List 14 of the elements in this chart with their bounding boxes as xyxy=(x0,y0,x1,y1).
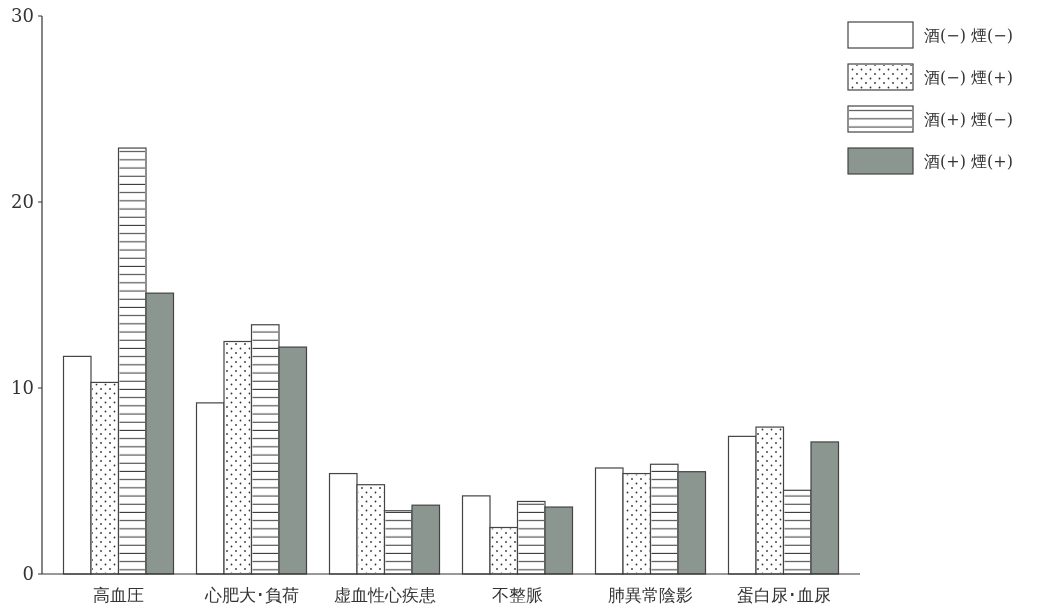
x-tick-label: 蛋白尿･血尿 xyxy=(736,585,831,605)
legend-label: 酒(−) 煙(+) xyxy=(924,68,1013,87)
legend-label: 酒(+) 煙(−) xyxy=(924,110,1013,129)
y-tick-label: 0 xyxy=(22,563,34,584)
x-tick-label: 高血圧 xyxy=(93,585,144,605)
x-tick-label: 心肥大･負荷 xyxy=(203,585,299,605)
legend-label: 酒(−) 煙(−) xyxy=(924,26,1013,45)
y-tick-label: 20 xyxy=(11,191,34,212)
x-tick-label: 不整脈 xyxy=(492,585,543,605)
legend-label: 酒(+) 煙(+) xyxy=(924,152,1013,171)
x-tick-label: 肺異常陰影 xyxy=(608,585,693,605)
y-tick-label: 30 xyxy=(11,5,34,26)
y-tick-label: 10 xyxy=(11,377,34,398)
x-tick-label: 虚血性心疾患 xyxy=(333,585,436,605)
